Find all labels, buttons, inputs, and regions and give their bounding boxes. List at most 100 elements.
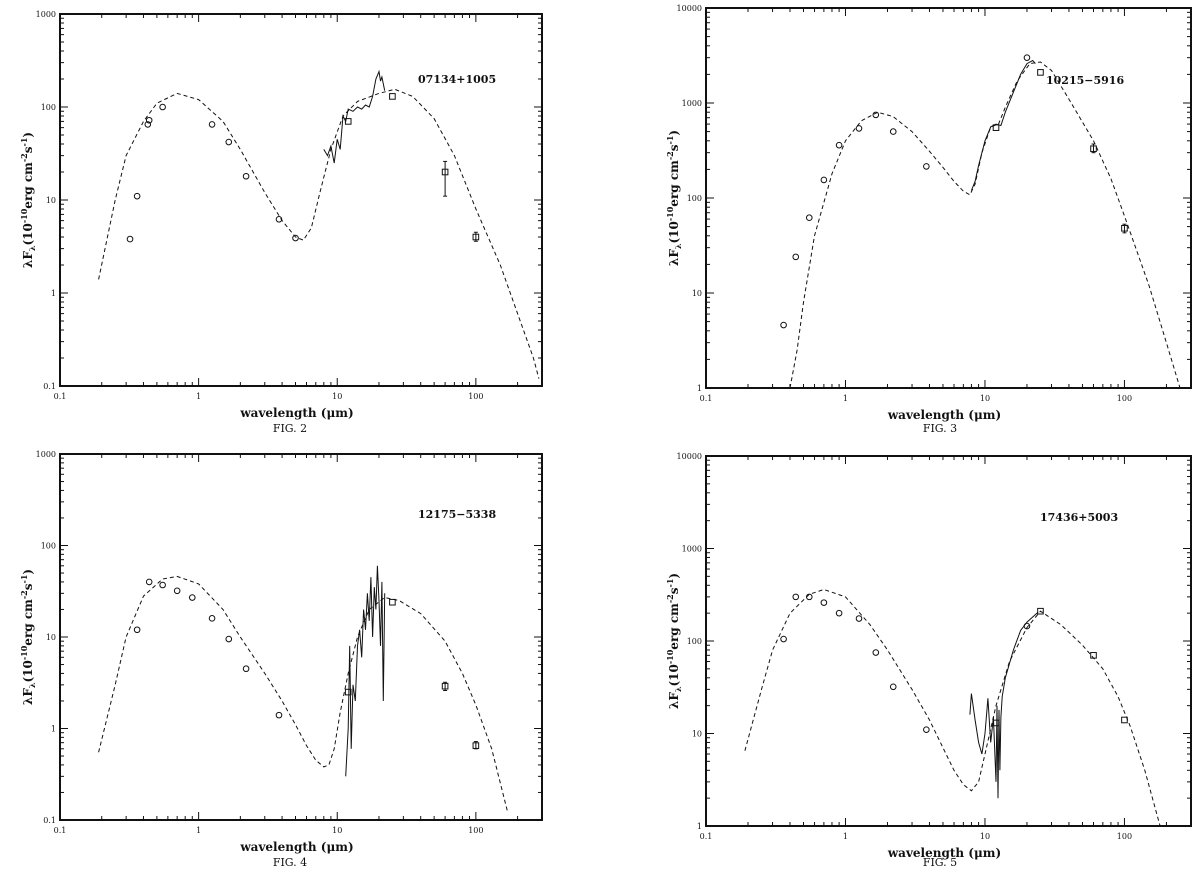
x-tick-label: 1 (843, 394, 848, 403)
photometry-point (780, 321, 787, 329)
model-curve (789, 61, 1181, 389)
y-tick-label: 1000 (682, 99, 702, 108)
y-tick-label: 100 (687, 637, 702, 646)
iras-point (389, 93, 396, 100)
y-tick-label: 1000 (36, 10, 56, 19)
photometry-point (923, 163, 930, 170)
photometry-point (159, 581, 166, 589)
photometry-point (173, 587, 181, 595)
model-curve (744, 588, 1161, 827)
figure-label: FIG. 2 (273, 422, 307, 435)
iras-point (1090, 145, 1097, 153)
iras-point (1121, 716, 1128, 724)
photometry-point (188, 594, 196, 601)
y-tick-label: 10 (46, 196, 56, 205)
photometry-point (242, 172, 250, 180)
y-tick-label: 10 (692, 730, 702, 739)
photometry-point (820, 176, 828, 184)
iras-point (441, 168, 449, 176)
y-tick-label: 0.1 (43, 816, 56, 825)
x-tick-label: 0.1 (700, 394, 713, 403)
photometry-point (872, 111, 880, 119)
y-tick-label: 100 (687, 194, 702, 203)
photometry-point (792, 253, 800, 261)
x-tick-label: 1 (196, 826, 201, 835)
photometry-point (208, 615, 216, 622)
figure-label: FIG. 3 (923, 422, 957, 435)
x-tick-label: 0.1 (54, 826, 67, 835)
iras-point (344, 118, 352, 125)
iras-point (992, 124, 1000, 131)
photometry-point (145, 578, 153, 586)
object-label: 07134+1005 (418, 73, 496, 86)
photometry-point (805, 214, 813, 222)
iras-point (472, 233, 480, 241)
y-tick-label: 1 (697, 822, 702, 831)
photometry-point (835, 141, 843, 149)
x-tick-label: 100 (1117, 394, 1132, 403)
photometry-point (225, 635, 233, 643)
photometry-point (872, 649, 880, 656)
model-curve (98, 88, 540, 379)
figure-label: FIG. 4 (273, 856, 307, 869)
y-tick-label: 10000 (677, 4, 702, 13)
photometry-point (780, 635, 787, 643)
y-tick-label: 1 (51, 725, 56, 734)
chart-panel-2: 0.1 1 10 100 0.1 1 10 100 1000 wavelength (μm) λFλ… (19, 10, 543, 435)
photometry-point (159, 103, 166, 111)
model-curve (98, 575, 509, 813)
x-axis-label: wavelength (μm) (887, 846, 1001, 860)
x-tick-label: 10 (980, 394, 990, 403)
y-tick-label: 1000 (36, 450, 56, 459)
y-tick-label: 100 (41, 103, 56, 112)
spectrum-line (970, 59, 1036, 191)
figure-label: FIG. 5 (923, 856, 957, 869)
iras-point (1090, 652, 1097, 659)
x-axis-label: wavelength (μm) (239, 840, 353, 854)
photometry-point (820, 599, 828, 606)
x-tick-label: 10 (332, 392, 342, 401)
spectrum-line (323, 69, 386, 164)
x-tick-label: 1 (196, 392, 201, 401)
x-tick-label: 10 (332, 826, 342, 835)
y-tick-label: 10000 (677, 452, 702, 461)
photometry-point (275, 711, 283, 719)
iras-point (441, 682, 449, 690)
x-tick-label: 100 (1117, 832, 1132, 841)
photometry-point (292, 234, 299, 242)
x-tick-label: 100 (468, 392, 483, 401)
photometry-point (133, 192, 141, 200)
photometry-point (923, 726, 930, 733)
iras-point (344, 688, 352, 696)
iras-point (992, 719, 1000, 727)
photometry-point (835, 609, 843, 617)
x-axis-label: wavelength (μm) (887, 408, 1001, 422)
iras-point (389, 598, 396, 606)
x-axis-label: wavelength (μm) (239, 406, 353, 420)
photometry-point (889, 683, 897, 691)
spectrum-line (345, 565, 386, 777)
chart-panel-4: 0.1 1 10 100 0.1 1 10 100 1000 wavelength (μm) λFλ… (19, 450, 543, 869)
photometry-point (225, 138, 233, 146)
x-tick-label: 0.1 (700, 832, 713, 841)
photometry-point (889, 128, 897, 135)
photometry-point (126, 235, 134, 243)
plot-frame (705, 455, 1192, 827)
object-label: 10215−5916 (1046, 74, 1124, 87)
photometry-point (275, 216, 283, 223)
y-axis-label: λFλ(10-10erg cm-2s-1) (19, 569, 37, 705)
photometry-point (144, 121, 152, 128)
y-axis-label: λFλ(10-10erg cm-2s-1) (19, 132, 37, 268)
iras-point (472, 742, 480, 749)
plot-frame (705, 7, 1192, 389)
photometry-point (1023, 622, 1031, 630)
photometry-point (792, 593, 800, 601)
photometry-point (855, 615, 863, 622)
y-tick-label: 1 (51, 289, 56, 298)
y-axis-label: λFλ(10-10erg cm-2s-1) (665, 130, 683, 266)
photometry-point (145, 116, 153, 124)
iras-point (1037, 69, 1044, 76)
